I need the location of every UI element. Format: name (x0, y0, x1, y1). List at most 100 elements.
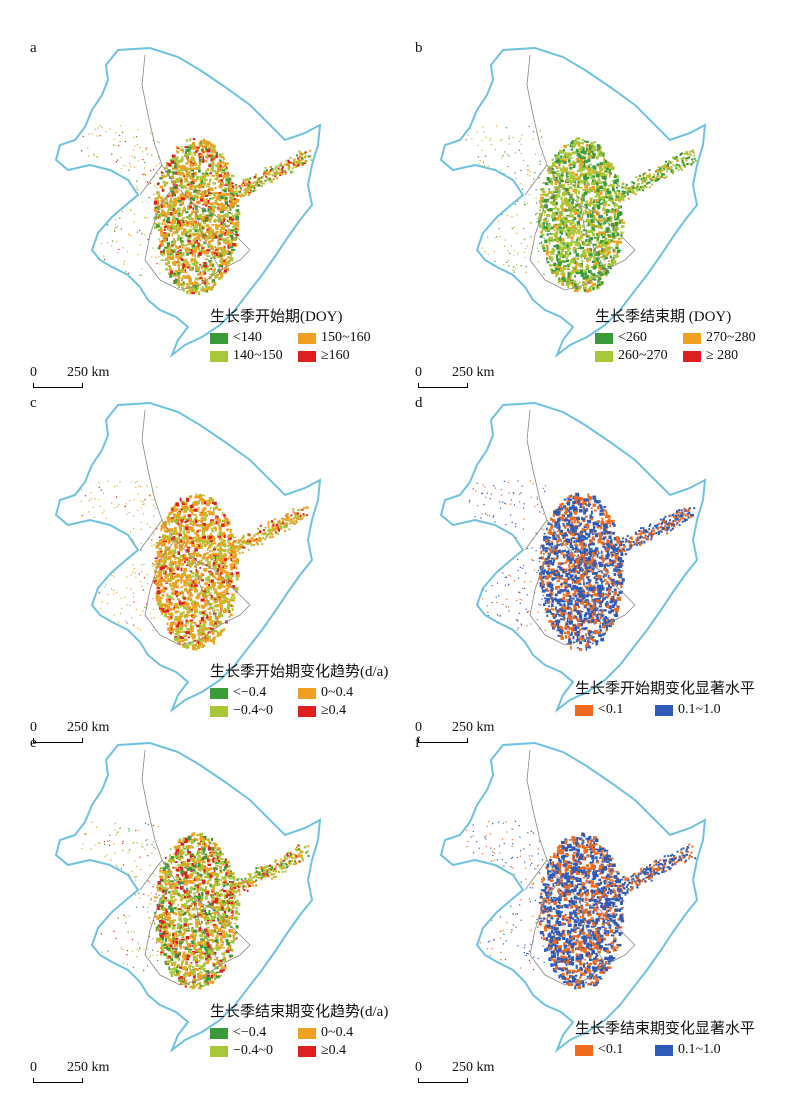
vegetation-pixel (206, 600, 209, 604)
vegetation-pixel (183, 533, 187, 538)
vegetation-pixel (596, 261, 599, 263)
vegetation-pixel (596, 185, 600, 187)
vegetation-pixel (156, 587, 161, 589)
region-outline (439, 46, 707, 359)
vegetation-pixel (226, 204, 230, 207)
vegetation-pixel (219, 217, 222, 222)
vegetation-pixel (550, 268, 553, 271)
vegetation-pixel (553, 228, 556, 232)
vegetation-pixel (571, 282, 575, 286)
vegetation-pixel (175, 255, 180, 259)
vegetation-pixel (572, 189, 576, 192)
vegetation-pixel (547, 226, 550, 231)
vegetation-pixel (139, 244, 142, 246)
vegetation-pixel (507, 260, 509, 262)
vegetation-pixel (606, 209, 610, 213)
vegetation-pixel (170, 253, 172, 256)
vegetation-pixel (88, 251, 91, 253)
vegetation-pixel (539, 130, 541, 132)
vegetation-pixel (169, 566, 174, 570)
vegetation-pixel (537, 218, 539, 220)
vegetation-pixel (510, 245, 512, 247)
vegetation-pixel (205, 638, 210, 642)
vegetation-pixel (184, 180, 188, 183)
vegetation-pixel (565, 167, 569, 172)
vegetation-pixel (166, 516, 171, 520)
vegetation-pixel (136, 180, 138, 182)
vegetation-pixel (180, 169, 185, 172)
vegetation-pixel (210, 209, 213, 212)
vegetation-pixel (159, 606, 163, 610)
vegetation-pixel (227, 245, 230, 249)
vegetation-pixel (590, 150, 594, 153)
vegetation-pixel (567, 144, 569, 146)
vegetation-pixel (180, 575, 183, 578)
vegetation-pixel (134, 145, 136, 147)
vegetation-pixel (194, 229, 198, 233)
vegetation-pixel (97, 157, 99, 159)
vegetation-pixel (599, 173, 604, 177)
vegetation-pixel (598, 166, 603, 169)
vegetation-pixel (190, 222, 193, 226)
vegetation-pixel (210, 229, 215, 234)
vegetation-pixel (137, 129, 139, 131)
vegetation-pixel (481, 247, 483, 249)
vegetation-pixel (235, 231, 238, 234)
vegetation-pixel (81, 242, 83, 244)
vegetation-pixel (200, 287, 205, 292)
vegetation-pixel (210, 550, 214, 552)
vegetation-pixel (586, 267, 588, 270)
vegetation-pixel (544, 214, 546, 216)
vegetation-pixel (195, 205, 198, 210)
vegetation-pixel (95, 156, 97, 158)
vegetation-pixel (175, 178, 180, 182)
vegetation-pixel (499, 139, 502, 142)
vegetation-pixel (176, 279, 181, 284)
vegetation-pixel (216, 274, 219, 278)
vegetation-pixel (688, 153, 691, 156)
vegetation-pixel (602, 203, 607, 207)
vegetation-pixel (159, 583, 163, 586)
vegetation-pixel (659, 176, 662, 179)
vegetation-pixel (209, 579, 213, 584)
vegetation-pixel (475, 234, 478, 237)
vegetation-pixel (471, 245, 474, 247)
vegetation-pixel (175, 520, 179, 523)
vegetation-pixel (264, 166, 267, 169)
vegetation-pixel (211, 521, 213, 526)
vegetation-pixel (183, 584, 187, 587)
vegetation-pixel (220, 247, 225, 250)
vegetation-pixel (191, 158, 195, 162)
vegetation-pixel (287, 161, 290, 164)
vegetation-pixel (604, 209, 607, 212)
vegetation-pixel (495, 148, 497, 151)
vegetation-pixel (261, 176, 264, 178)
legend-item: 150~160 (298, 330, 398, 346)
vegetation-pixel (222, 258, 225, 261)
vegetation-pixel (90, 239, 92, 241)
vegetation-pixel (588, 220, 592, 224)
vegetation-pixel (298, 161, 301, 164)
vegetation-pixel (482, 272, 484, 274)
vegetation-pixel (180, 227, 183, 230)
vegetation-pixel (602, 255, 605, 258)
vegetation-pixel (191, 162, 195, 165)
vegetation-pixel (223, 188, 227, 193)
vegetation-pixel (116, 225, 118, 227)
legend-swatch (683, 350, 701, 362)
vegetation-pixel (215, 227, 219, 230)
vegetation-pixel (215, 620, 220, 624)
vegetation-pixel (170, 564, 173, 566)
vegetation-pixel (547, 224, 551, 227)
vegetation-pixel (661, 173, 664, 176)
vegetation-pixel (203, 507, 207, 511)
vegetation-pixel (211, 581, 214, 584)
vegetation-pixel (301, 164, 304, 167)
vegetation-pixel (559, 217, 563, 221)
vegetation-pixel (186, 537, 189, 541)
vegetation-pixel (557, 271, 560, 275)
vegetation-pixel (566, 175, 569, 178)
vegetation-pixel (247, 187, 250, 190)
vegetation-pixel (657, 178, 660, 180)
vegetation-pixel (181, 217, 186, 219)
